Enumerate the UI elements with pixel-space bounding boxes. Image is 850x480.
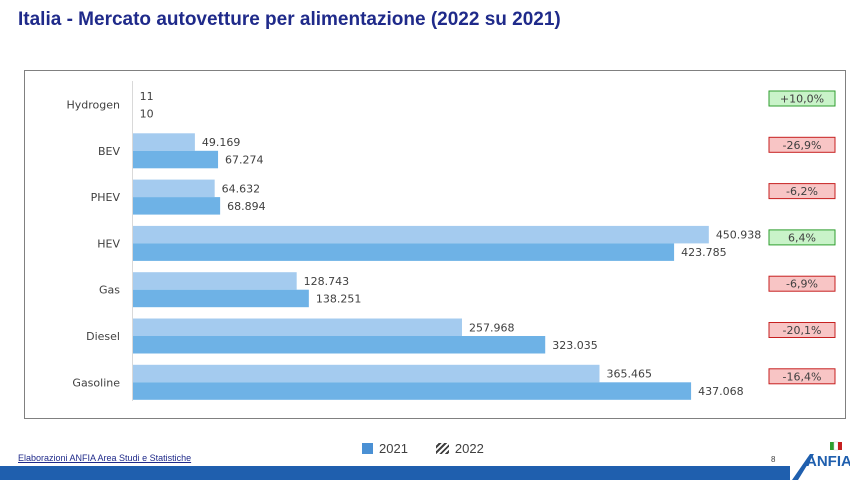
data-label: 10	[140, 107, 154, 120]
bar[interactable]	[132, 150, 219, 169]
category-label: PHEV	[91, 191, 121, 204]
bar[interactable]	[132, 179, 215, 198]
bar[interactable]	[132, 243, 675, 261]
data-label: 138.251	[316, 292, 362, 305]
bar[interactable]	[132, 382, 692, 400]
change-label: -6,2%	[786, 185, 818, 198]
category-label: Gas	[99, 284, 120, 297]
anfia-logo	[792, 441, 850, 480]
change-badge	[768, 322, 836, 338]
legend-label-2022: 2022	[454, 440, 484, 456]
change-badge	[768, 275, 836, 292]
legend-label-2021: 2021	[379, 440, 408, 456]
data-label: 67.274	[225, 154, 264, 167]
logo-text: ANFIA	[806, 453, 850, 470]
chart-area: Hydrogen 11 10 +10,0% BEV 49.169 67.274 -26,9% P…	[24, 70, 846, 419]
data-label: 49.169	[202, 136, 241, 149]
category-label: Gasoline	[72, 376, 120, 389]
bar[interactable]	[132, 133, 195, 151]
data-label: 437.068	[698, 385, 744, 398]
legend-item-2021[interactable]: 2021	[362, 441, 408, 456]
change-label: -20,1%	[783, 324, 822, 337]
category-label: BEV	[98, 145, 120, 158]
data-label: 64.632	[222, 182, 261, 195]
bar-chart: Hydrogen 11 10 +10,0% BEV 49.169 67.274 -26,9% P…	[67, 81, 836, 401]
page-title: Italia - Mercato autovetture per aliment…	[18, 9, 561, 30]
bar[interactable]	[132, 272, 297, 290]
change-label: 6,4%	[788, 231, 816, 244]
solid-square-icon	[362, 442, 373, 454]
data-label: 68.894	[227, 200, 265, 213]
bar[interactable]	[132, 197, 221, 215]
data-label: 323.035	[552, 339, 598, 352]
change-badge	[768, 229, 836, 246]
category-label: Hydrogen	[67, 99, 121, 112]
legend-item-2022[interactable]: 2022	[435, 440, 484, 456]
bar[interactable]	[132, 225, 709, 244]
change-badge	[768, 368, 836, 385]
hatched-square-icon	[435, 442, 449, 454]
footer-bar	[0, 466, 790, 480]
page-number: 8	[771, 455, 776, 464]
change-badge	[768, 90, 836, 107]
change-label: -16,4%	[783, 370, 822, 383]
data-label: 128.743	[304, 275, 350, 288]
data-label: 365.465	[606, 368, 652, 381]
bar[interactable]	[132, 336, 546, 354]
change-label: +10,0%	[780, 93, 824, 106]
change-badge	[768, 136, 836, 153]
data-label: 423.785	[681, 246, 727, 259]
source-note: Elaborazioni ANFIA Area Studi e Statisti…	[18, 453, 192, 463]
change-label: -26,9%	[783, 139, 822, 152]
data-label: 11	[140, 90, 154, 103]
change-badge	[768, 183, 836, 200]
category-label: HEV	[97, 237, 120, 250]
bar[interactable]	[132, 364, 600, 383]
bar[interactable]	[132, 318, 462, 337]
change-label: -6,9%	[786, 278, 818, 291]
data-label: 450.938	[716, 229, 762, 242]
data-label: 257.968	[469, 321, 515, 334]
bar[interactable]	[132, 289, 309, 308]
chart-legend: 2021 2022	[362, 438, 484, 458]
category-label: Diesel	[86, 330, 120, 343]
